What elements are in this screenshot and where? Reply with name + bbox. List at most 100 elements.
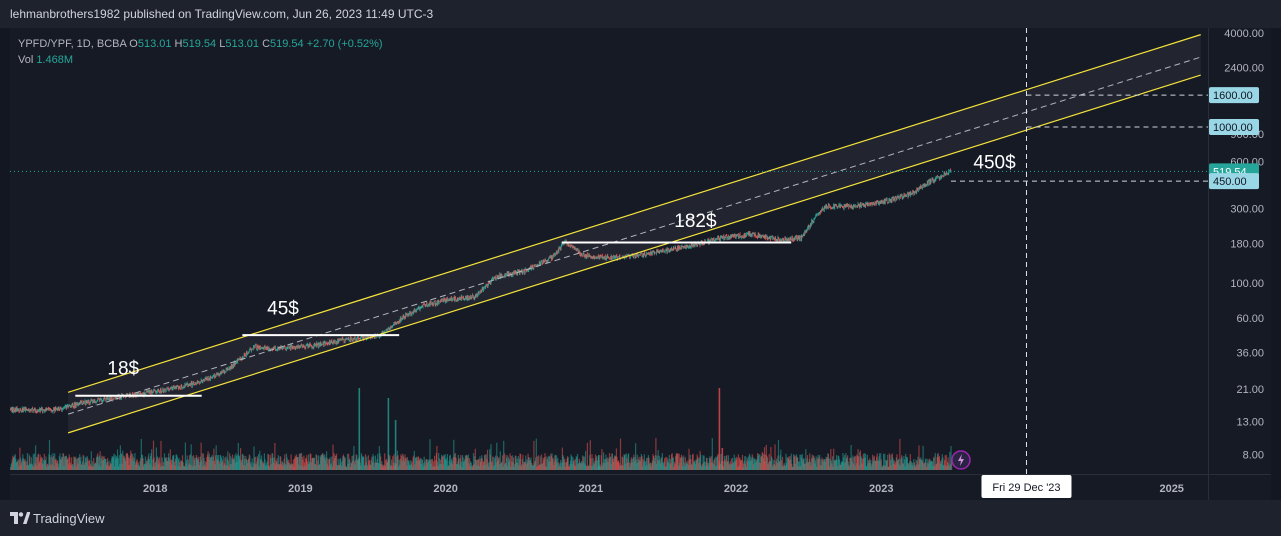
volume-bar bbox=[560, 460, 562, 470]
volume-bar bbox=[389, 455, 391, 470]
legend-high-value: 519.54 bbox=[182, 38, 217, 50]
volume-bar bbox=[950, 446, 952, 470]
volume-bar bbox=[198, 456, 200, 470]
legend-volume-label[interactable]: Vol bbox=[18, 54, 34, 66]
lightning-icon[interactable] bbox=[951, 450, 971, 470]
tradingview-brand[interactable]: TradingView bbox=[33, 511, 105, 526]
volume-bar bbox=[223, 465, 225, 470]
volume-bar bbox=[144, 463, 146, 470]
volume-bar bbox=[729, 464, 731, 470]
volume-bar bbox=[661, 453, 663, 470]
volume-bar bbox=[636, 454, 638, 470]
volume-bar bbox=[880, 453, 882, 470]
volume-bar bbox=[363, 456, 365, 470]
volume-bar bbox=[933, 456, 935, 470]
volume-bar bbox=[603, 459, 605, 470]
volume-bar bbox=[837, 466, 839, 470]
volume-bar bbox=[498, 457, 500, 470]
tradingview-logo-icon[interactable] bbox=[10, 511, 30, 525]
volume-bar bbox=[391, 459, 393, 470]
volume-bar bbox=[582, 455, 584, 470]
volume-bar bbox=[90, 451, 92, 470]
volume-bar bbox=[761, 452, 763, 470]
volume-bar bbox=[916, 464, 918, 470]
volume-bar bbox=[576, 454, 579, 470]
volume-bar bbox=[249, 455, 251, 470]
volume-bar bbox=[237, 442, 239, 470]
legend-symbol[interactable]: YPFD/YPF, 1D, BCBA bbox=[18, 38, 127, 50]
volume-bar bbox=[61, 456, 63, 470]
volume-bar bbox=[912, 466, 914, 470]
volume-bar bbox=[677, 453, 679, 470]
volume-bar bbox=[635, 459, 637, 470]
volume-bar bbox=[836, 459, 838, 470]
volume-bar bbox=[191, 465, 193, 470]
lightning-bolt bbox=[957, 454, 964, 466]
volume-bar bbox=[467, 454, 469, 470]
volume-bar bbox=[251, 458, 253, 470]
volume-bar bbox=[847, 461, 849, 470]
volume-bar bbox=[513, 457, 515, 470]
volume-bar bbox=[490, 444, 492, 470]
volume-bar bbox=[212, 456, 214, 470]
channel-fill bbox=[68, 34, 1201, 433]
volume-bar bbox=[883, 465, 885, 470]
volume-bar bbox=[446, 454, 448, 470]
volume-bar bbox=[257, 458, 259, 470]
volume-bar bbox=[79, 461, 81, 470]
volume-bar bbox=[610, 456, 612, 470]
volume-bar bbox=[539, 456, 541, 470]
volume-bar bbox=[43, 460, 45, 470]
volume-bar bbox=[528, 457, 530, 470]
volume-bar bbox=[169, 449, 171, 470]
volume-bar bbox=[790, 459, 792, 470]
price-tag-label: 450.00 bbox=[1213, 176, 1247, 188]
volume-bar bbox=[179, 462, 181, 470]
volume-bar bbox=[819, 454, 821, 470]
volume-bar bbox=[46, 464, 48, 470]
volume-bar bbox=[53, 456, 55, 470]
volume-bar bbox=[790, 453, 792, 470]
volume-bar bbox=[692, 453, 694, 470]
time-tick-label: 2021 bbox=[579, 483, 603, 495]
volume-bar bbox=[225, 456, 227, 470]
volume-bar bbox=[472, 453, 475, 470]
volume-bar bbox=[552, 457, 554, 470]
volume-bar bbox=[858, 456, 860, 470]
volume-bar bbox=[68, 464, 70, 470]
volume-bar bbox=[780, 449, 782, 470]
volume-bar bbox=[830, 449, 832, 470]
price-chart[interactable]: 8.00 13.00 21.00 36.00 60.00 100.00 180.00 300.… bbox=[10, 28, 1271, 500]
volume-bar bbox=[858, 465, 860, 470]
volume-bar bbox=[809, 453, 811, 470]
volume-bar bbox=[190, 444, 192, 470]
volume-bar bbox=[26, 453, 28, 470]
legend-open-value: 513.01 bbox=[137, 38, 172, 50]
volume-bar bbox=[112, 457, 114, 470]
volume-bar bbox=[254, 457, 256, 470]
chart-frame[interactable]: 8.00 13.00 21.00 36.00 60.00 100.00 180.00 300.… bbox=[10, 28, 1271, 500]
price-tick-label: 180.00 bbox=[1230, 238, 1264, 250]
volume-bar bbox=[486, 449, 489, 470]
volume-bar bbox=[270, 457, 272, 470]
volume-bar bbox=[474, 448, 476, 470]
volume-bar bbox=[592, 458, 594, 470]
volume-bar bbox=[862, 459, 864, 470]
volume-bar bbox=[714, 458, 716, 470]
price-tag: 1600.00 bbox=[1209, 87, 1259, 104]
volume-bar bbox=[277, 455, 279, 470]
volume-bar bbox=[635, 443, 637, 470]
volume-bar bbox=[745, 456, 747, 470]
time-tick-label: 2019 bbox=[288, 483, 312, 495]
volume-bar bbox=[99, 451, 101, 470]
volume-bar bbox=[797, 461, 799, 470]
volume-bar bbox=[531, 464, 533, 470]
volume-bar bbox=[822, 461, 824, 470]
volume-bar bbox=[951, 460, 953, 470]
volume-bar bbox=[227, 451, 229, 470]
volume-bar bbox=[234, 455, 236, 470]
volume-bar bbox=[17, 459, 19, 470]
volume-bar bbox=[783, 464, 785, 470]
volume-bar bbox=[151, 449, 153, 470]
volume-bar bbox=[335, 453, 338, 470]
